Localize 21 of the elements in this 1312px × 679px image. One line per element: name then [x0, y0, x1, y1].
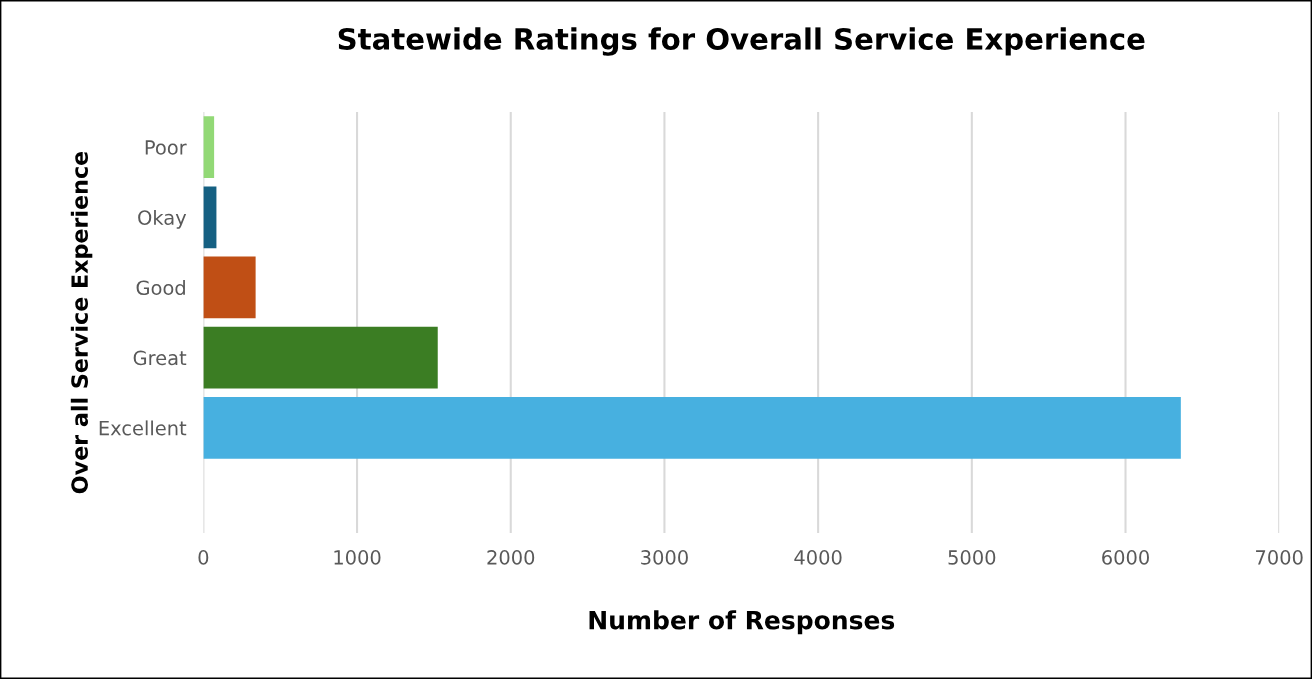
x-tick-label: 3000 — [641, 550, 688, 565]
y-axis-title: Over all Service Experience — [70, 151, 93, 494]
x-tick-label: 7000 — [1256, 550, 1303, 565]
y-tick-label: Excellent — [99, 420, 187, 436]
x-axis-title: Number of Responses — [589, 610, 895, 635]
bar — [203, 326, 438, 389]
bar — [203, 396, 1181, 459]
x-tick-label: 5000 — [948, 550, 996, 565]
y-tick-label: Great — [133, 350, 187, 366]
x-tick-label: 2000 — [487, 550, 535, 565]
chart-title: Statewide Ratings for Overall Service Experience — [338, 27, 1145, 56]
y-tick-label: Good — [136, 280, 185, 296]
x-tick-label: 6000 — [1102, 550, 1149, 565]
x-tick-label: 1000 — [334, 550, 381, 565]
bar — [203, 186, 217, 249]
x-tick-label: 4000 — [794, 550, 842, 565]
y-tick-label: Poor — [145, 140, 187, 155]
bar — [203, 116, 215, 178]
x-tick-label: 0 — [198, 550, 209, 565]
bar — [203, 256, 256, 319]
y-tick-label: Okay — [138, 209, 187, 229]
